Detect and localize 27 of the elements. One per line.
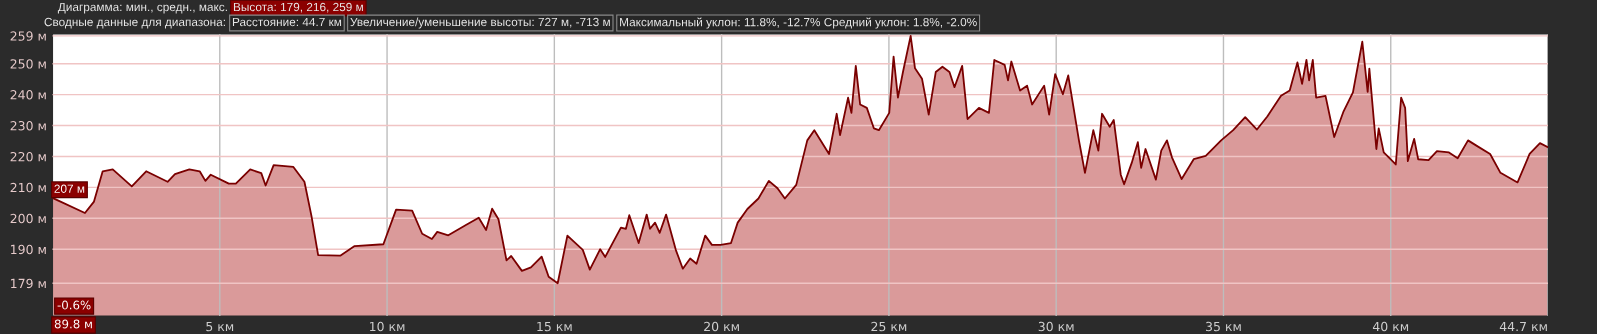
- annotation: -0.6%: [57, 300, 91, 310]
- x-tick-label: 35 км: [1206, 321, 1241, 332]
- y-tick-label: 259 м: [10, 31, 46, 41]
- x-tick-label: 20 км: [704, 321, 739, 332]
- y-tick-label: 190 м: [11, 244, 46, 255]
- x-tick-label: 40 км: [1372, 321, 1409, 332]
- annotation: 207 м: [54, 184, 85, 193]
- x-tick-label: 5 км: [206, 321, 234, 332]
- text: 89.8 м: [54, 319, 92, 329]
- y-tick-label: 200 м: [10, 213, 46, 224]
- text: Расстояние: 44.7 км: [232, 17, 342, 27]
- text: Диаграмма: мин., средн., макс.: [57, 2, 227, 14]
- text: Высота: 179, 216, 259 м: [233, 2, 363, 13]
- y-tick-label: 240 м: [10, 90, 46, 100]
- y-tick-label: 250 м: [10, 59, 46, 69]
- text: Максимальный уклон: 11.8%, -12.7% Средний уклон: 1.8%, -2.0%: [620, 17, 977, 29]
- x-tick-label: 15 км: [537, 321, 572, 332]
- x-tick-label: 30 км: [1038, 321, 1074, 332]
- y-tick-label: 179 м: [11, 278, 46, 289]
- x-tick-label: 10 км: [370, 321, 405, 332]
- x-tick-label: 44.7 км: [1499, 321, 1547, 332]
- text: Увеличение/уменьшение высоты: 727 м, -713 м: [350, 17, 610, 29]
- x-tick-label: 25 км: [871, 321, 907, 332]
- y-tick-label: 220 м: [10, 151, 46, 162]
- y-tick-label: 230 м: [10, 121, 46, 131]
- y-tick-label: 210 м: [10, 182, 46, 193]
- text: Сводные данные для диапазона:: [44, 17, 225, 29]
